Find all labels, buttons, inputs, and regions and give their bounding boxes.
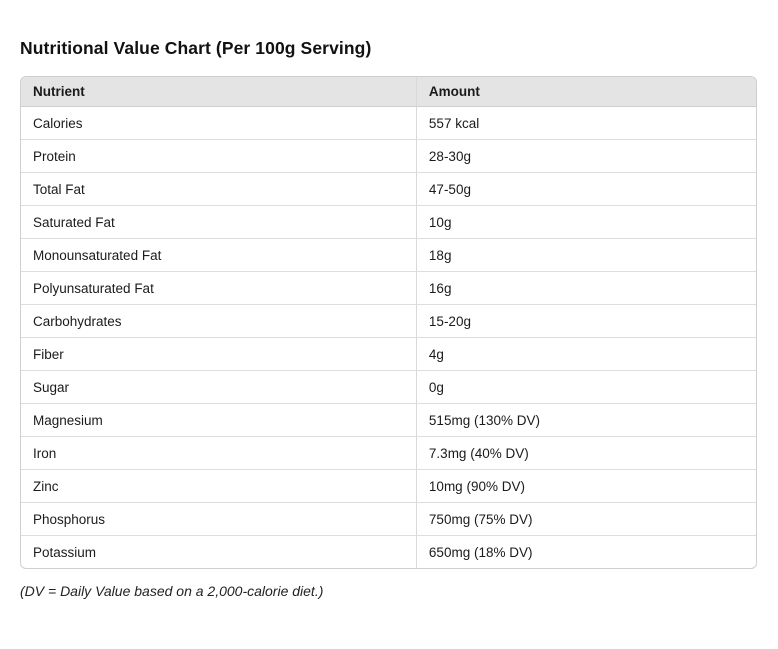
table-row: Polyunsaturated Fat 16g: [21, 271, 756, 305]
table-row: Magnesium 515mg (130% DV): [21, 403, 756, 437]
amount-cell: 47-50g: [416, 172, 756, 206]
column-header-nutrient: Nutrient: [21, 77, 417, 107]
table-row: Zinc 10mg (90% DV): [21, 469, 756, 503]
nutrient-cell: Fiber: [21, 337, 417, 371]
amount-cell: 557 kcal: [416, 106, 756, 140]
nutrient-cell: Zinc: [21, 469, 417, 503]
table-row: Protein 28-30g: [21, 139, 756, 173]
nutrient-cell: Phosphorus: [21, 502, 417, 536]
amount-cell: 4g: [416, 337, 756, 371]
amount-cell: 10mg (90% DV): [416, 469, 756, 503]
amount-cell: 16g: [416, 271, 756, 305]
table-row: Sugar 0g: [21, 370, 756, 404]
amount-cell: 7.3mg (40% DV): [416, 436, 756, 470]
nutrient-cell: Monounsaturated Fat: [21, 238, 417, 272]
nutrient-cell: Magnesium: [21, 403, 417, 437]
table-header: Nutrient Amount: [21, 77, 756, 107]
page-title: Nutritional Value Chart (Per 100g Servin…: [20, 38, 372, 58]
amount-cell: 28-30g: [416, 139, 756, 173]
amount-cell: 515mg (130% DV): [416, 403, 756, 437]
nutrient-cell: Carbohydrates: [21, 304, 417, 338]
nutrient-cell: Polyunsaturated Fat: [21, 271, 417, 305]
amount-cell: 0g: [416, 370, 756, 404]
table-row: Iron 7.3mg (40% DV): [21, 436, 756, 470]
table-row: Potassium 650mg (18% DV): [21, 535, 756, 568]
nutrient-cell: Saturated Fat: [21, 205, 417, 239]
table-body: Calories 557 kcal Protein 28-30g Total Fat 47…: [21, 106, 756, 568]
table-row: Monounsaturated Fat 18g: [21, 238, 756, 272]
table-row: Carbohydrates 15-20g: [21, 304, 756, 338]
nutrient-cell: Sugar: [21, 370, 417, 404]
nutrient-cell: Total Fat: [21, 172, 417, 206]
column-header-amount: Amount: [416, 77, 756, 107]
nutrition-table: Nutrient Amount Calories 557 kcal Protein 2…: [21, 77, 756, 568]
nutrient-cell: Protein: [21, 139, 417, 173]
nutrition-table-container: Nutrient Amount Calories 557 kcal Protein 2…: [20, 76, 757, 569]
nutrient-cell: Potassium: [21, 535, 417, 568]
nutrient-cell: Iron: [21, 436, 417, 470]
amount-cell: 750mg (75% DV): [416, 502, 756, 536]
table-row: Saturated Fat 10g: [21, 205, 756, 239]
amount-cell: 650mg (18% DV): [428, 544, 533, 560]
table-row: Phosphorus 750mg (75% DV): [21, 502, 756, 536]
dv-footnote: (DV = Daily Value based on a 2,000-calor…: [20, 583, 324, 599]
table-row: Fiber 4g: [21, 337, 756, 371]
nutrient-cell: Calories: [21, 106, 417, 140]
amount-cell: 15-20g: [416, 304, 756, 338]
table-row: Total Fat 47-50g: [21, 172, 756, 206]
amount-cell: 18g: [416, 238, 756, 272]
amount-cell: 10g: [416, 205, 756, 239]
header-row: Nutrient Amount: [21, 77, 756, 107]
table-row: Calories 557 kcal: [21, 106, 756, 140]
